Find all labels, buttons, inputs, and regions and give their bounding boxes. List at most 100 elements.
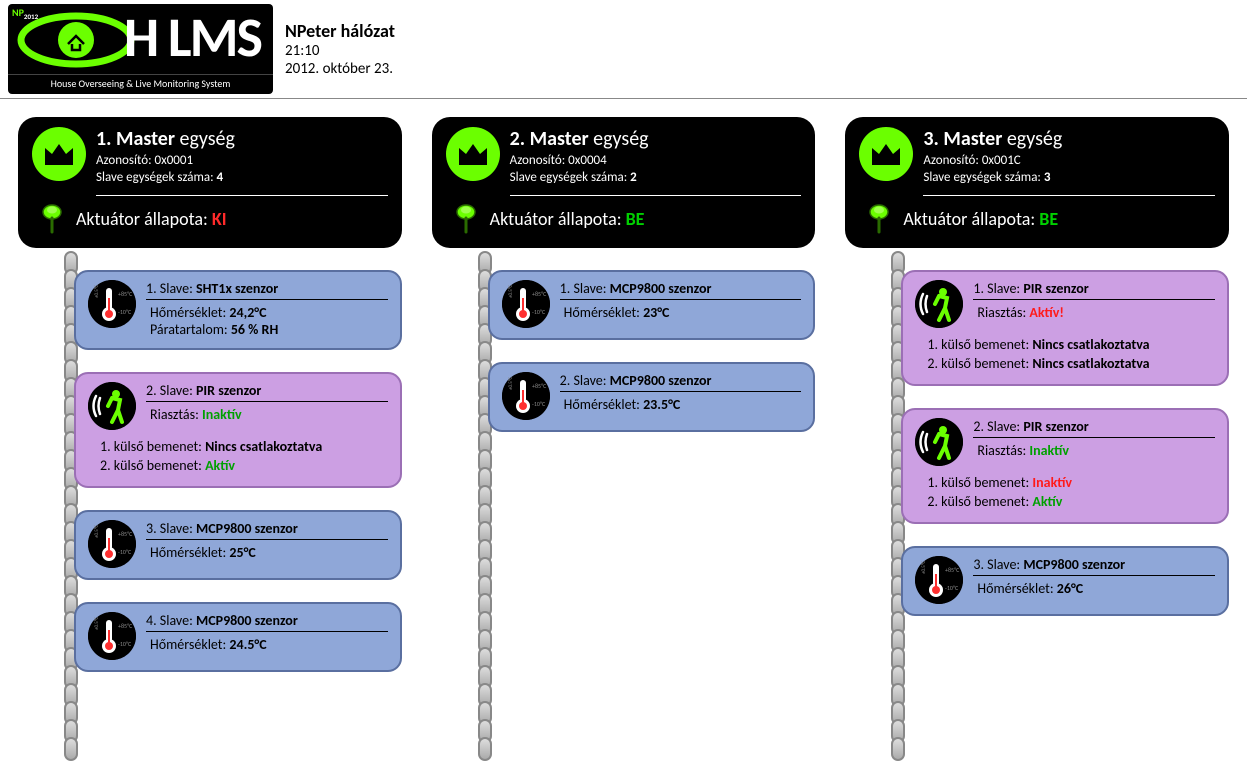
svg-text:+85°C: +85°C [945, 566, 960, 574]
sensor-icon [915, 280, 963, 328]
slave-card[interactable]: +85°C -10°C ±0.5°C 4. Slave: MCP9800 sze… [74, 602, 402, 672]
slave-title: 1. Slave: SHT1x szenzor [146, 280, 388, 300]
svg-text:±0.5°C: ±0.5°C [507, 376, 514, 390]
thermometer-icon: +85°C -10°C ±0.5°C [502, 280, 550, 328]
sensor-reading: Hőmérséklet: 25°C [150, 544, 388, 561]
alarm-status: Riasztás: Inaktív [977, 442, 1215, 459]
master-id: Azonosító: 0x0004 [510, 153, 649, 168]
slave-card[interactable]: +85°C -10°C ±0.5°C 1. Slave: MCP9800 sze… [488, 270, 816, 340]
master-card[interactable]: 3. Master egység Azonosító: 0x001C Slave… [845, 117, 1229, 248]
sensor-reading: Páratartalom: 56 % RH [150, 321, 388, 338]
motion-icon [88, 382, 136, 430]
slave-title: 1. Slave: PIR szenzor [973, 280, 1215, 300]
logo-text: H LMS [172, 4, 265, 72]
thermometer-icon: +85°C -10°C ±0.5°C [502, 372, 550, 420]
slave-card[interactable]: 1. Slave: PIR szenzor Riasztás: Aktív! 1… [901, 270, 1229, 386]
svg-text:±0.5°C: ±0.5°C [93, 616, 100, 630]
logo: NP2012 H LMS House Overseeing & Live Mon… [8, 4, 273, 94]
pin-icon [867, 204, 891, 234]
crown-icon [456, 140, 490, 168]
sensor-reading: Hőmérséklet: 24.5°C [150, 636, 388, 653]
master-card[interactable]: 2. Master egység Azonosító: 0x0004 Slave… [432, 117, 816, 248]
header-time: 21:10 [285, 42, 395, 60]
svg-text:+85°C: +85°C [118, 530, 133, 538]
logo-tagline: House Overseeing & Live Monitoring Syste… [8, 74, 273, 90]
slave-title: 2. Slave: PIR szenzor [146, 382, 388, 402]
slave-title: 2. Slave: MCP9800 szenzor [560, 372, 802, 392]
slave-card[interactable]: 2. Slave: PIR szenzor Riasztás: Inaktív … [901, 408, 1229, 524]
sensor-icon: +85°C -10°C ±0.5°C [88, 280, 136, 328]
sensor-icon [915, 418, 963, 466]
crown-badge [859, 127, 913, 181]
board: 1. Master egység Azonosító: 0x0001 Slave… [0, 99, 1247, 690]
actuator-status: Aktuátor állapota: KI [76, 208, 227, 230]
slave-title: 1. Slave: MCP9800 szenzor [560, 280, 802, 300]
master-title: 1. Master egység [96, 127, 235, 151]
slave-count: Slave egységek száma: 3 [923, 170, 1062, 185]
svg-text:-10°C: -10°C [118, 308, 132, 316]
motion-icon [915, 418, 963, 466]
slave-count: Slave egységek száma: 2 [510, 170, 649, 185]
slave-card[interactable]: +85°C -10°C ±0.5°C 2. Slave: MCP9800 sze… [488, 362, 816, 432]
alarm-status: Riasztás: Aktív! [977, 304, 1215, 321]
external-input-line: 2. külső bemenet: Nincs csatlakoztatva [927, 355, 1215, 372]
master-title: 3. Master egység [923, 127, 1062, 151]
slave-card[interactable]: +85°C -10°C ±0.5°C 3. Slave: MCP9800 sze… [901, 546, 1229, 616]
slave-title: 3. Slave: MCP9800 szenzor [973, 556, 1215, 576]
thermometer-icon: +85°C -10°C ±0.5°C [88, 280, 136, 328]
sensor-icon: +85°C -10°C ±0.5°C [502, 372, 550, 420]
thermometer-icon: +85°C -10°C ±0.5°C [88, 612, 136, 660]
pin-icon [40, 204, 64, 234]
external-inputs: 1. külső bemenet: Nincs csatlakoztatva2.… [88, 438, 388, 474]
svg-text:±0.5°C: ±0.5°C [93, 524, 100, 538]
sensor-icon: +85°C -10°C ±0.5°C [915, 556, 963, 604]
thermometer-icon: +85°C -10°C ±0.5°C [88, 520, 136, 568]
svg-text:±0.5°C: ±0.5°C [507, 284, 514, 298]
master-column: 3. Master egység Azonosító: 0x001C Slave… [845, 117, 1229, 616]
slave-title: 4. Slave: MCP9800 szenzor [146, 612, 388, 632]
slave-card[interactable]: 2. Slave: PIR szenzor Riasztás: Inaktív … [74, 372, 402, 488]
master-id: Azonosító: 0x0001 [96, 153, 235, 168]
slave-title: 2. Slave: PIR szenzor [973, 418, 1215, 438]
header-info: NPeter hálózat 21:10 2012. október 23. [285, 20, 395, 78]
slave-count: Slave egységek száma: 4 [96, 170, 235, 185]
crown-badge [446, 127, 500, 181]
sensor-reading: Hőmérséklet: 26°C [977, 580, 1215, 597]
pin-icon [40, 204, 64, 234]
sensor-icon: +85°C -10°C ±0.5°C [88, 520, 136, 568]
alarm-status: Riasztás: Inaktív [150, 406, 388, 423]
external-input-line: 2. külső bemenet: Aktív [100, 457, 388, 474]
master-column: 2. Master egység Azonosító: 0x0004 Slave… [432, 117, 816, 432]
actuator-status: Aktuátor állapota: BE [490, 208, 645, 230]
crown-icon [42, 140, 76, 168]
svg-text:+85°C: +85°C [532, 290, 547, 298]
pin-icon [867, 204, 891, 234]
external-input-line: 1. külső bemenet: Inaktív [927, 474, 1215, 491]
sensor-reading: Hőmérséklet: 23.5°C [564, 396, 802, 413]
master-title: 2. Master egység [510, 127, 649, 151]
crown-badge [32, 127, 86, 181]
external-inputs: 1. külső bemenet: Inaktív2. külső bemene… [915, 474, 1215, 510]
sensor-icon: +85°C -10°C ±0.5°C [502, 280, 550, 328]
master-column: 1. Master egység Azonosító: 0x0001 Slave… [18, 117, 402, 672]
eye-icon [16, 10, 136, 70]
external-input-line: 1. külső bemenet: Nincs csatlakoztatva [927, 336, 1215, 353]
svg-text:-10°C: -10°C [532, 400, 546, 408]
svg-text:-10°C: -10°C [532, 308, 546, 316]
actuator-status: Aktuátor állapota: BE [903, 208, 1058, 230]
sensor-icon [88, 382, 136, 430]
header: NP2012 H LMS House Overseeing & Live Mon… [0, 0, 1247, 99]
svg-text:-10°C: -10°C [945, 584, 959, 592]
header-date: 2012. október 23. [285, 60, 395, 78]
svg-text:+85°C: +85°C [532, 382, 547, 390]
pin-icon [454, 204, 478, 234]
network-name: NPeter hálózat [285, 20, 395, 42]
pin-icon [454, 204, 478, 234]
svg-text:±0.5°C: ±0.5°C [93, 284, 100, 298]
slave-card[interactable]: +85°C -10°C ±0.5°C 1. Slave: SHT1x szenz… [74, 270, 402, 350]
svg-text:-10°C: -10°C [118, 548, 132, 556]
svg-text:+85°C: +85°C [118, 290, 133, 298]
slave-card[interactable]: +85°C -10°C ±0.5°C 3. Slave: MCP9800 sze… [74, 510, 402, 580]
sensor-icon: +85°C -10°C ±0.5°C [88, 612, 136, 660]
master-card[interactable]: 1. Master egység Azonosító: 0x0001 Slave… [18, 117, 402, 248]
